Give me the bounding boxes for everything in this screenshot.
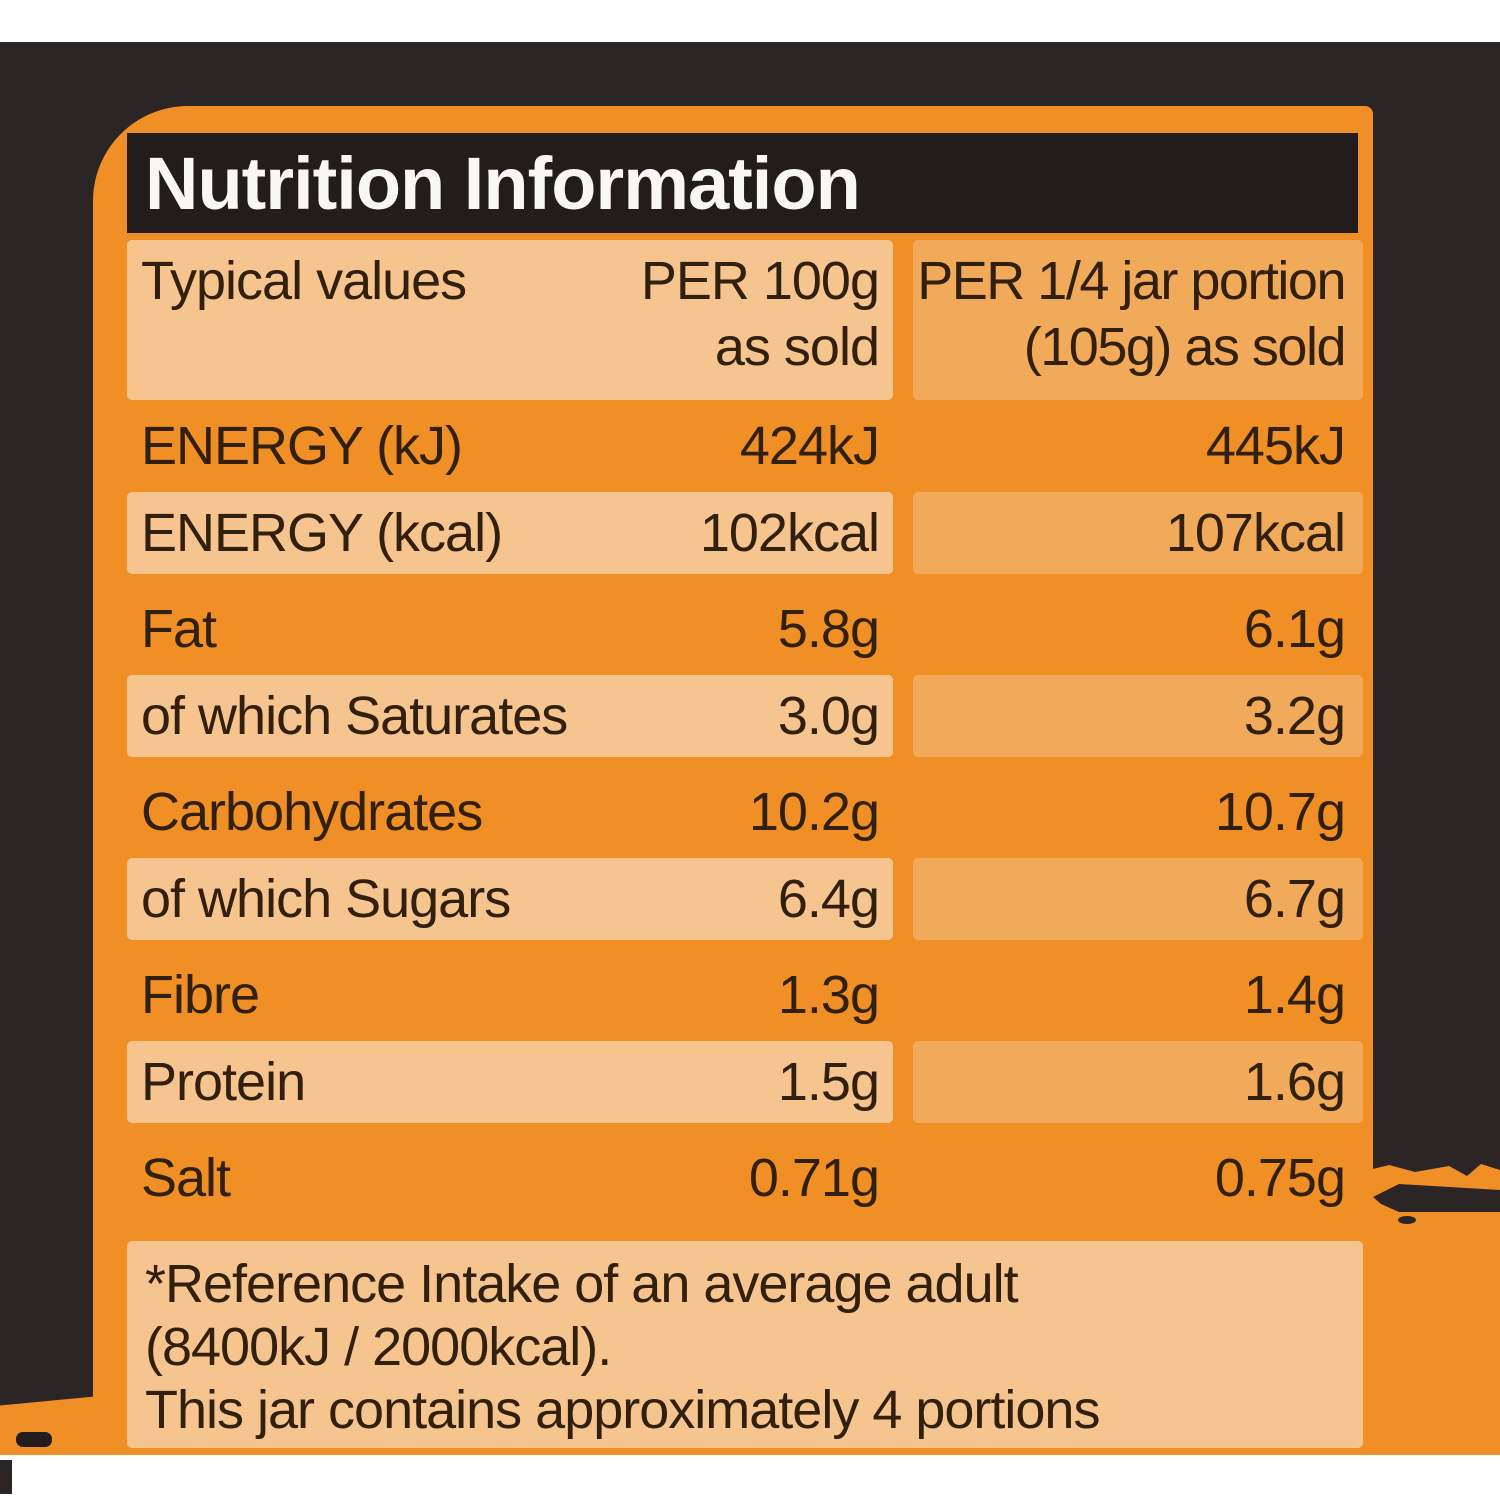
row-portion: 10.7g	[1214, 781, 1346, 842]
row-label: Fibre	[141, 964, 260, 1025]
row-portion: 3.2g	[913, 674, 1363, 757]
photo-orange-bottom-right	[1373, 1160, 1500, 1455]
photo-dash-mark	[16, 1432, 52, 1447]
photo-orange-bottom-left	[0, 1396, 100, 1455]
row-label: Fat	[141, 598, 217, 659]
header-per-100g: PER 100g as sold	[640, 251, 880, 377]
column-gap	[893, 492, 913, 584]
table-row: Protein 1.5g 1.6g	[127, 1040, 1363, 1133]
header-typical-values: Typical values	[141, 251, 467, 311]
row-per100: 1.5g	[777, 1051, 880, 1112]
row-per100: 3.0g	[777, 685, 880, 746]
table-row: ENERGY (kJ) 424kJ 445kJ	[127, 400, 1363, 492]
column-gap	[893, 675, 913, 767]
row-portion: 6.1g	[1243, 598, 1346, 659]
row-per100: 10.2g	[748, 781, 880, 842]
row-per100: 0.71g	[748, 1147, 880, 1208]
row-per100: 5.8g	[777, 598, 880, 659]
row-label: ENERGY (kJ)	[141, 415, 463, 476]
row-label: Carbohydrates	[141, 781, 483, 842]
row-per100: 6.4g	[777, 868, 880, 929]
table-row: of which Sugars 6.4g 6.7g	[127, 857, 1363, 950]
column-gap	[893, 949, 913, 1041]
table-row: Fibre 1.3g 1.4g	[127, 949, 1363, 1041]
table-row: ENERGY (kcal) 102kcal 107kcal	[127, 491, 1363, 584]
photo-silhouette-shapes	[1373, 1160, 1500, 1224]
table-header-row: Typical values PER 100g as sold PER 1/4 …	[127, 240, 1363, 400]
column-gap	[893, 583, 913, 675]
footnote-line: (8400kJ / 2000kcal).	[145, 1316, 612, 1377]
header-left-cell: Typical values PER 100g as sold	[127, 240, 893, 400]
table-row: Fat 5.8g 6.1g	[127, 583, 1363, 675]
row-portion: 0.75g	[1214, 1147, 1346, 1208]
column-gap	[893, 1041, 913, 1133]
column-gap	[893, 1132, 913, 1224]
row-label: ENERGY (kcal)	[141, 502, 503, 563]
column-gap	[893, 766, 913, 858]
nutrition-table: Typical values PER 100g as sold PER 1/4 …	[127, 240, 1363, 1448]
footnote-line: *Reference Intake of an average adult	[145, 1253, 1019, 1314]
row-portion: 1.6g	[913, 1040, 1363, 1123]
row-portion: 107kcal	[913, 491, 1363, 574]
row-label: of which Sugars	[141, 868, 511, 929]
nutrition-label: Nutrition Information Typical values PER…	[93, 106, 1373, 1455]
column-gap	[893, 400, 913, 492]
row-per100: 1.3g	[777, 964, 880, 1025]
column-gap	[893, 240, 913, 400]
row-portion: 6.7g	[913, 857, 1363, 940]
table-row: Carbohydrates 10.2g 10.7g	[127, 766, 1363, 858]
column-gap	[893, 858, 913, 950]
table-row: of which Saturates 3.0g 3.2g	[127, 674, 1363, 767]
page-title: Nutrition Information	[145, 141, 861, 225]
row-label: of which Saturates	[141, 685, 568, 746]
photo-corner-mark	[0, 1460, 12, 1494]
table-row: Salt 0.71g 0.75g	[127, 1132, 1363, 1224]
title-bar: Nutrition Information	[127, 133, 1358, 233]
row-portion: 1.4g	[1243, 964, 1346, 1025]
row-portion: 445kJ	[1205, 415, 1346, 476]
row-label: Salt	[141, 1147, 231, 1208]
row-per100: 424kJ	[739, 415, 880, 476]
footnote-line: This jar contains approximately 4 portio…	[145, 1379, 1100, 1440]
table-rows: ENERGY (kJ) 424kJ 445kJ ENERGY (kcal) 10…	[127, 400, 1363, 1224]
row-label: Protein	[141, 1051, 306, 1112]
row-per100: 102kcal	[699, 502, 880, 563]
footnote: *Reference Intake of an average adult (84…	[127, 1240, 1363, 1448]
header-per-portion: PER 1/4 jar portion (105g) as sold	[913, 240, 1363, 400]
